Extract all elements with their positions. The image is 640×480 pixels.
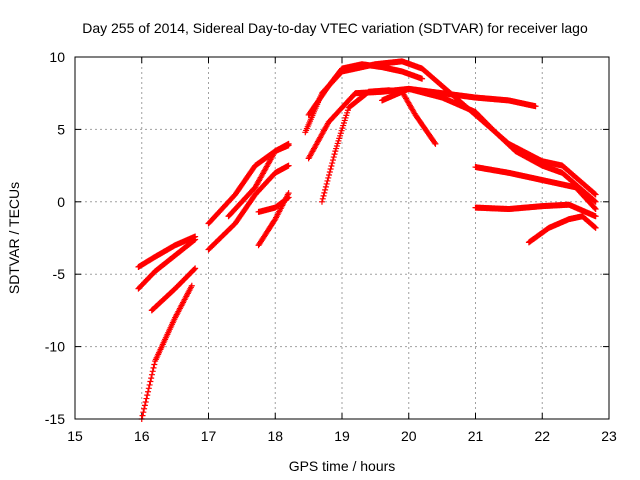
data-point — [330, 154, 337, 161]
data-point — [192, 236, 199, 243]
x-tick-label: 21 — [468, 428, 484, 444]
data-point — [591, 190, 598, 197]
data-point — [144, 392, 151, 399]
data-point — [142, 398, 149, 405]
data-point — [591, 224, 598, 231]
x-tick-label: 22 — [534, 428, 550, 444]
x-axis-label: GPS time / hours — [289, 458, 396, 474]
data-point — [285, 142, 292, 149]
series-track-9 — [255, 190, 292, 249]
data-point — [143, 395, 150, 402]
x-tick-label: 23 — [601, 428, 617, 444]
x-tick-label: 16 — [134, 428, 150, 444]
series-track-15 — [472, 164, 599, 213]
series-track-4 — [138, 282, 195, 422]
data-point — [329, 157, 336, 164]
data-point — [285, 162, 292, 169]
x-tick-label: 20 — [401, 428, 417, 444]
data-point — [192, 265, 199, 272]
data-point — [591, 205, 598, 212]
data-point — [148, 375, 155, 382]
y-tick-label: -10 — [45, 339, 65, 355]
data-point — [141, 405, 148, 412]
series-track-7 — [225, 142, 292, 220]
data-point — [331, 151, 338, 158]
data-point — [327, 166, 334, 173]
data-point — [322, 186, 329, 193]
data-point — [320, 192, 327, 199]
y-tick-label: 5 — [57, 121, 65, 137]
data-point — [318, 198, 325, 205]
data-point — [326, 168, 333, 175]
grid — [74, 56, 610, 420]
data-point — [592, 213, 599, 220]
y-tick-label: -15 — [45, 411, 65, 427]
data-point — [326, 171, 333, 178]
y-axis-label: SDTVAR / TECUs — [6, 182, 22, 294]
series-track-12 — [305, 85, 599, 205]
data-point — [140, 409, 147, 416]
data-point — [145, 385, 152, 392]
series-track-2 — [135, 236, 199, 292]
data-point — [592, 206, 599, 213]
data-points — [135, 58, 599, 422]
data-point — [148, 371, 155, 378]
data-point — [145, 388, 152, 395]
data-point — [285, 190, 292, 197]
data-point — [321, 189, 328, 196]
data-point — [141, 402, 148, 409]
data-point — [188, 282, 195, 289]
series-track-17 — [525, 213, 599, 246]
series-track-1 — [135, 233, 199, 270]
y-tick-label: 0 — [57, 194, 65, 210]
data-point — [324, 177, 331, 184]
chart-title: Day 255 of 2014, Sidereal Day-to-day VTE… — [82, 20, 588, 36]
y-tick-label: -5 — [53, 266, 66, 282]
data-point — [191, 237, 198, 244]
data-point — [151, 361, 158, 368]
data-point — [146, 381, 153, 388]
data-point — [592, 198, 599, 205]
data-point — [419, 75, 426, 82]
data-point — [431, 139, 438, 146]
data-point — [322, 183, 329, 190]
data-point — [319, 195, 326, 202]
data-point — [329, 160, 336, 167]
series-track-3 — [148, 265, 199, 314]
x-tick-label: 19 — [334, 428, 350, 444]
data-point — [323, 180, 330, 187]
series-track-10 — [302, 58, 599, 198]
series-track-13 — [318, 87, 439, 205]
x-tick-label: 18 — [267, 428, 283, 444]
data-point — [325, 174, 332, 181]
data-point — [432, 140, 439, 147]
data-point — [147, 378, 154, 385]
data-point — [150, 364, 157, 371]
data-point — [139, 412, 146, 419]
series-track-14 — [379, 85, 539, 110]
data-point — [592, 224, 599, 231]
x-tick-label: 17 — [201, 428, 217, 444]
series-track-6 — [205, 162, 292, 253]
data-point — [592, 191, 599, 198]
x-tick-label: 15 — [67, 428, 83, 444]
data-point — [149, 368, 156, 375]
data-point — [532, 103, 539, 110]
series-track-16 — [472, 201, 599, 220]
data-point — [191, 266, 198, 273]
data-point — [328, 163, 335, 170]
plot-frame — [74, 56, 610, 420]
tick-labels: 15 16 17 18 19 20 21 22 23 -15 -10 -5 0 5 10 — [45, 49, 617, 444]
series-track-11 — [305, 61, 426, 118]
y-tick-label: 10 — [49, 49, 65, 65]
data-point — [591, 198, 598, 205]
